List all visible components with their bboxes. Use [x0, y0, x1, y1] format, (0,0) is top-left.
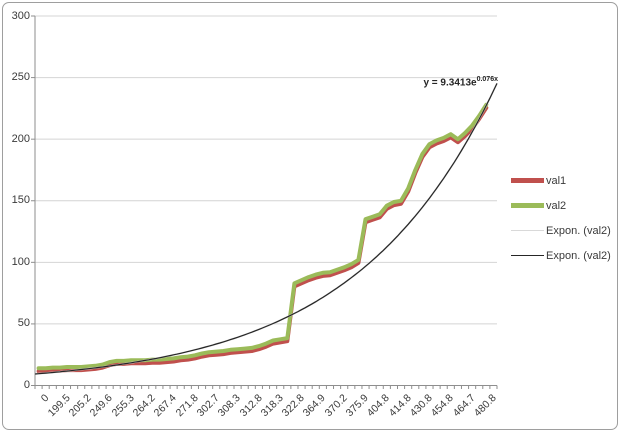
series-val1-line[interactable] [36, 105, 489, 374]
trendline-light[interactable] [34, 83, 498, 375]
legend-swatch-val2 [511, 203, 544, 208]
legend-item-val1[interactable]: val1 [511, 168, 611, 193]
equation-base: y = 9.3413e [423, 77, 477, 89]
legend-label-val1: val1 [546, 174, 567, 187]
y-axis-label: 150 [11, 194, 30, 207]
y-axis-label: 300 [11, 9, 30, 22]
y-axis-label: 250 [11, 71, 30, 84]
legend-item-val2[interactable]: val2 [511, 193, 611, 218]
trendline-equation[interactable]: y = 9.3413e0.076x [423, 76, 498, 88]
legend-item-expon-val2-dark[interactable]: Expon. (val2) [511, 243, 611, 268]
series-val2-line[interactable] [36, 102, 489, 371]
legend-swatch-expon-val2-light [511, 229, 544, 232]
legend-swatch-val1 [511, 178, 544, 183]
legend-label-val2: val2 [546, 199, 567, 212]
legend-swatch-expon-val2-dark [511, 254, 544, 257]
y-axis-label: 0 [23, 379, 30, 391]
legend-label-expon-val2-dark: Expon. (val2) [546, 249, 611, 262]
y-axis-label: 50 [17, 317, 30, 330]
legend: val1 val2 Expon. (val2) Expon. (val2) [511, 168, 611, 268]
equation-exponent: 0.076x [476, 76, 498, 83]
legend-item-expon-val2-light[interactable]: Expon. (val2) [511, 218, 611, 243]
trendline-dark[interactable] [34, 83, 498, 375]
y-axis-label: 100 [11, 255, 30, 268]
y-axis-label: 200 [11, 132, 30, 145]
legend-label-expon-val2-light: Expon. (val2) [546, 224, 611, 237]
